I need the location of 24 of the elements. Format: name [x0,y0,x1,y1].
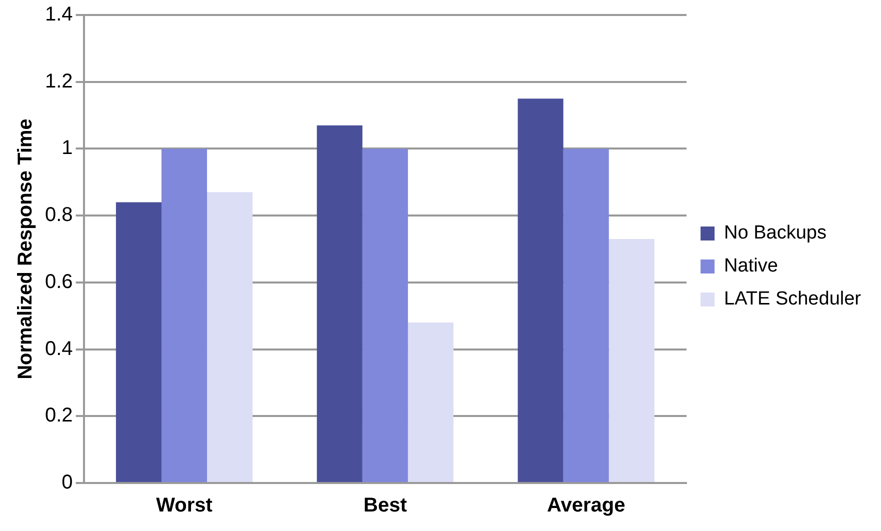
legend-label: LATE Scheduler [724,288,862,310]
bar [518,98,564,482]
bar [362,148,408,482]
y-tick-label: 1.2 [44,70,73,92]
y-tick-label: 1.4 [44,4,73,26]
bar [207,192,253,482]
x-tick-label: Worst [156,494,213,517]
bar [116,202,162,482]
bar [408,322,454,482]
y-tick-label: 0.4 [44,338,73,360]
y-tick-label: 0.6 [44,270,73,293]
bar [563,148,609,482]
bar [316,125,362,482]
y-tick-label: 0.2 [44,404,73,427]
x-tick-label: Average [546,494,626,517]
y-tick-label: 0.8 [44,204,73,226]
y-tick-label: 1 [62,137,73,160]
bar [161,148,208,482]
y-tick-label: 0 [62,472,73,494]
y-axis-title: Normalized Response Time [14,118,37,380]
bar [608,238,654,482]
legend-label: No Backups [724,222,827,244]
x-tick-label: Best [364,494,408,517]
legend-label: Native [724,256,778,277]
